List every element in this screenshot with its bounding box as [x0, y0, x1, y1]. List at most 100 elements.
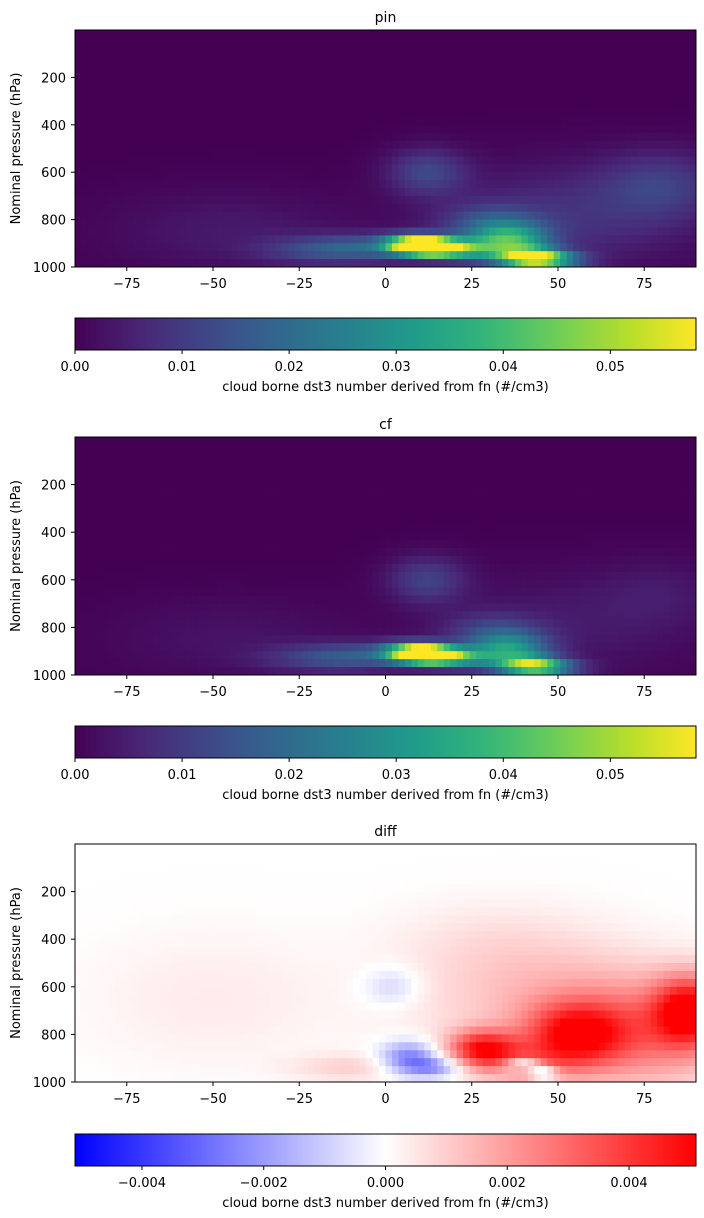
heatmap-cell: [165, 132, 173, 141]
heatmap-cell: [269, 563, 276, 573]
heatmap-cell: [657, 30, 665, 39]
heatmap-cell: [521, 30, 529, 39]
heatmap-cell: [592, 164, 600, 173]
heatmap-cell: [307, 460, 315, 470]
heatmap-cell: [243, 571, 251, 581]
heatmap-cell: [346, 508, 354, 517]
heatmap-cell: [146, 203, 154, 213]
heatmap-cell: [391, 45, 399, 55]
heatmap-cell: [527, 563, 535, 573]
heatmap-cell: [663, 437, 671, 446]
heatmap-cell: [243, 53, 251, 62]
heatmap-cell: [94, 251, 102, 260]
heatmap-cell: [133, 508, 141, 517]
heatmap-cell: [320, 516, 328, 525]
heatmap-cell: [184, 243, 192, 252]
heatmap-cell: [443, 132, 451, 141]
heatmap-cell: [146, 500, 154, 509]
heatmap-cell: [366, 476, 373, 485]
heatmap-cell: [184, 124, 192, 134]
heatmap-cell: [573, 37, 580, 47]
heatmap-cell: [314, 30, 322, 39]
heatmap-cell: [398, 595, 406, 604]
heatmap-cell: [508, 101, 516, 110]
heatmap-cell: [411, 172, 419, 181]
heatmap-cell: [217, 524, 225, 533]
heatmap-cell: [197, 563, 205, 573]
heatmap-cell: [249, 468, 257, 478]
heatmap-cell: [450, 548, 458, 557]
heatmap-cell: [566, 172, 574, 181]
heatmap-cell: [269, 259, 276, 268]
heatmap-cell: [236, 500, 244, 509]
heatmap-cell: [540, 132, 548, 141]
heatmap-cell: [249, 61, 257, 70]
heatmap-cell: [249, 156, 257, 165]
heatmap-cell: [598, 53, 606, 62]
heatmap-cell: [87, 77, 95, 86]
heatmap-cell: [223, 219, 231, 228]
heatmap-cell: [288, 53, 296, 62]
heatmap-cell: [598, 85, 606, 94]
heatmap-cell: [637, 548, 645, 557]
heatmap-cell: [598, 476, 606, 485]
heatmap-cell: [495, 61, 503, 70]
heatmap-cell: [476, 548, 483, 557]
heatmap-cell: [184, 37, 192, 47]
heatmap-cell: [372, 579, 380, 589]
heatmap-cell: [288, 587, 296, 597]
heatmap-cell: [282, 219, 289, 228]
heatmap-cell: [631, 556, 639, 565]
heatmap-cell: [327, 556, 335, 565]
heatmap-cell: [437, 116, 445, 126]
heatmap-cell: [521, 251, 529, 260]
heatmap-cell: [113, 492, 121, 501]
heatmap-cell: [683, 524, 690, 533]
heatmap-cell: [534, 101, 542, 110]
heatmap-cell: [404, 524, 412, 533]
heatmap-cell: [437, 579, 445, 589]
heatmap-cell: [618, 227, 626, 236]
heatmap-cell: [469, 61, 477, 70]
heatmap-cell: [689, 101, 697, 110]
heatmap-cell: [256, 500, 263, 509]
heatmap-cell: [560, 587, 568, 597]
heatmap-cell: [411, 437, 419, 446]
heatmap-cell: [87, 571, 95, 581]
heatmap-cell: [359, 116, 367, 126]
heatmap-cell: [527, 219, 535, 228]
heatmap-cell: [152, 219, 160, 228]
heatmap-cell: [191, 156, 199, 165]
heatmap-cell: [184, 30, 192, 39]
heatmap-cell: [391, 101, 399, 110]
heatmap-cell: [294, 172, 302, 181]
heatmap-cell: [689, 195, 697, 205]
heatmap-cell: [120, 452, 128, 462]
heatmap-cell: [236, 259, 244, 268]
heatmap-cell: [165, 540, 173, 549]
heatmap-cell: [476, 53, 483, 62]
heatmap-cell: [249, 69, 257, 78]
heatmap-cell: [262, 195, 270, 205]
heatmap-cell: [333, 235, 341, 244]
heatmap-cell: [566, 460, 574, 470]
heatmap-cell: [644, 556, 652, 565]
heatmap-cell: [540, 156, 548, 165]
heatmap-cell: [598, 45, 606, 55]
heatmap-cell: [540, 164, 548, 173]
heatmap-cell: [560, 243, 568, 252]
heatmap-cell: [547, 195, 555, 205]
heatmap-cell: [437, 243, 445, 252]
heatmap-cell: [333, 500, 341, 509]
heatmap-cell: [676, 53, 684, 62]
heatmap-cell: [107, 132, 115, 141]
heatmap-cell: [514, 69, 522, 78]
heatmap-cell: [172, 500, 179, 509]
heatmap-cell: [346, 53, 354, 62]
heatmap-cell: [501, 548, 509, 557]
heatmap-cell: [663, 444, 671, 454]
heatmap-cell: [301, 579, 309, 589]
heatmap-cell: [592, 524, 600, 533]
heatmap-cell: [605, 227, 613, 236]
heatmap-cell: [637, 172, 645, 181]
